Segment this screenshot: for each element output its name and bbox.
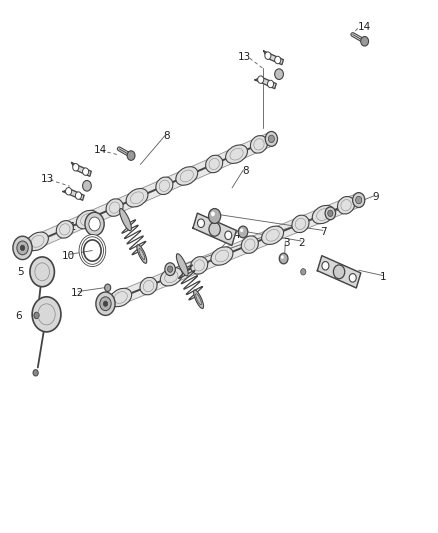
Circle shape xyxy=(265,132,278,147)
Circle shape xyxy=(353,192,365,207)
Circle shape xyxy=(66,188,72,195)
Circle shape xyxy=(325,207,336,220)
Ellipse shape xyxy=(338,197,355,214)
Circle shape xyxy=(13,236,32,260)
Ellipse shape xyxy=(76,211,98,229)
Circle shape xyxy=(103,301,108,306)
Ellipse shape xyxy=(292,215,309,232)
Circle shape xyxy=(20,245,25,251)
Circle shape xyxy=(361,36,369,46)
Polygon shape xyxy=(318,256,361,288)
Circle shape xyxy=(275,69,283,79)
Circle shape xyxy=(209,222,220,236)
Ellipse shape xyxy=(312,205,334,224)
Ellipse shape xyxy=(120,208,131,231)
Ellipse shape xyxy=(205,155,223,173)
Circle shape xyxy=(32,297,61,332)
Text: 1: 1 xyxy=(379,272,386,282)
Circle shape xyxy=(279,253,288,264)
Circle shape xyxy=(275,56,281,64)
Circle shape xyxy=(17,241,28,255)
Circle shape xyxy=(268,80,274,88)
Text: 5: 5 xyxy=(17,267,24,277)
Circle shape xyxy=(268,135,275,143)
Text: 13: 13 xyxy=(238,52,251,61)
Polygon shape xyxy=(264,51,283,64)
Circle shape xyxy=(265,52,271,59)
Polygon shape xyxy=(71,163,91,176)
Circle shape xyxy=(349,273,356,282)
Ellipse shape xyxy=(226,145,247,164)
Circle shape xyxy=(258,76,264,83)
Circle shape xyxy=(322,262,329,270)
Circle shape xyxy=(240,229,243,232)
Text: 3: 3 xyxy=(283,238,290,247)
Text: 2: 2 xyxy=(299,238,305,247)
Ellipse shape xyxy=(261,226,283,245)
Circle shape xyxy=(34,312,39,319)
Circle shape xyxy=(356,196,362,204)
Circle shape xyxy=(211,225,218,233)
Text: 4: 4 xyxy=(233,230,240,240)
Circle shape xyxy=(33,369,38,376)
Circle shape xyxy=(211,212,215,216)
Polygon shape xyxy=(63,189,84,200)
Polygon shape xyxy=(21,132,273,254)
Polygon shape xyxy=(193,213,237,245)
Ellipse shape xyxy=(194,290,204,309)
Circle shape xyxy=(73,164,79,171)
Circle shape xyxy=(96,292,115,316)
Text: 14: 14 xyxy=(357,22,371,33)
Circle shape xyxy=(127,151,135,160)
Circle shape xyxy=(300,269,306,275)
Text: 8: 8 xyxy=(163,131,170,141)
Circle shape xyxy=(165,263,175,276)
Circle shape xyxy=(100,297,111,311)
Ellipse shape xyxy=(156,177,173,195)
Ellipse shape xyxy=(137,245,147,263)
Text: 10: 10 xyxy=(62,251,75,261)
Circle shape xyxy=(167,266,173,272)
Ellipse shape xyxy=(106,199,123,216)
Text: 6: 6 xyxy=(16,311,22,321)
Circle shape xyxy=(82,168,88,175)
Ellipse shape xyxy=(176,167,198,185)
Text: 7: 7 xyxy=(321,227,327,237)
Text: 11: 11 xyxy=(64,222,77,232)
Ellipse shape xyxy=(126,189,148,207)
Circle shape xyxy=(238,226,248,238)
Circle shape xyxy=(328,210,333,216)
Ellipse shape xyxy=(191,256,208,274)
Circle shape xyxy=(198,219,205,228)
Ellipse shape xyxy=(251,135,268,153)
Text: 9: 9 xyxy=(373,192,379,203)
Text: 13: 13 xyxy=(41,174,54,184)
Polygon shape xyxy=(104,193,360,310)
Ellipse shape xyxy=(140,277,157,295)
Ellipse shape xyxy=(160,268,182,286)
Circle shape xyxy=(83,181,91,191)
Ellipse shape xyxy=(211,247,233,265)
Circle shape xyxy=(333,265,345,279)
Ellipse shape xyxy=(110,288,132,306)
Ellipse shape xyxy=(27,232,48,251)
Polygon shape xyxy=(255,77,276,88)
Circle shape xyxy=(105,284,111,292)
Circle shape xyxy=(336,268,343,276)
Circle shape xyxy=(85,212,104,236)
Text: 12: 12 xyxy=(71,288,84,298)
Circle shape xyxy=(89,217,100,231)
Circle shape xyxy=(30,257,54,287)
Text: 8: 8 xyxy=(242,166,248,176)
Ellipse shape xyxy=(177,254,188,276)
Text: 14: 14 xyxy=(94,144,107,155)
Ellipse shape xyxy=(241,236,258,253)
Circle shape xyxy=(75,192,81,199)
Circle shape xyxy=(208,208,221,223)
Circle shape xyxy=(225,231,232,240)
Ellipse shape xyxy=(56,221,74,238)
Circle shape xyxy=(281,255,284,259)
